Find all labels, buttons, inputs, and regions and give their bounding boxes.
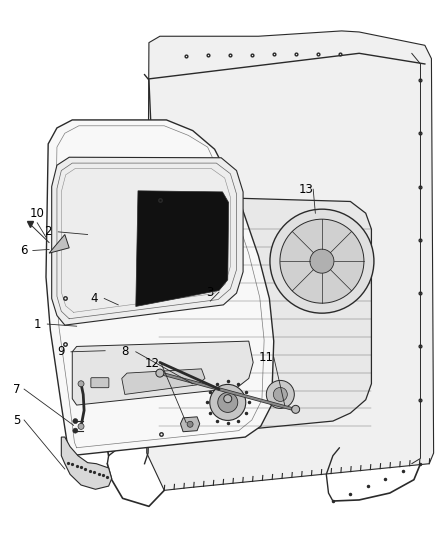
Text: 12: 12 xyxy=(145,357,160,370)
Circle shape xyxy=(292,405,300,414)
Polygon shape xyxy=(72,341,253,405)
Text: 2: 2 xyxy=(44,225,52,238)
Polygon shape xyxy=(158,196,371,437)
Circle shape xyxy=(73,428,78,433)
Polygon shape xyxy=(122,369,205,394)
Circle shape xyxy=(210,384,246,421)
Circle shape xyxy=(78,423,84,430)
Text: 1: 1 xyxy=(33,318,41,330)
Text: 13: 13 xyxy=(298,183,313,196)
Circle shape xyxy=(273,387,287,401)
Polygon shape xyxy=(180,417,200,432)
Text: 10: 10 xyxy=(30,207,45,220)
Text: 4: 4 xyxy=(90,292,98,305)
Circle shape xyxy=(224,394,232,403)
Circle shape xyxy=(78,381,84,387)
Polygon shape xyxy=(49,235,69,253)
Polygon shape xyxy=(61,437,112,489)
Polygon shape xyxy=(46,120,274,456)
Circle shape xyxy=(156,369,164,377)
Text: 9: 9 xyxy=(57,345,65,358)
Text: 11: 11 xyxy=(259,351,274,364)
Circle shape xyxy=(73,418,78,424)
Circle shape xyxy=(266,381,294,408)
Text: 6: 6 xyxy=(20,244,28,257)
Circle shape xyxy=(310,249,334,273)
Circle shape xyxy=(218,392,238,413)
Polygon shape xyxy=(52,157,243,325)
Circle shape xyxy=(187,421,193,427)
FancyBboxPatch shape xyxy=(91,378,109,387)
Text: 5: 5 xyxy=(13,414,20,426)
Circle shape xyxy=(270,209,374,313)
Circle shape xyxy=(280,219,364,303)
Polygon shape xyxy=(147,31,434,490)
Text: 3: 3 xyxy=(207,286,214,298)
Text: 7: 7 xyxy=(13,383,21,395)
Polygon shape xyxy=(136,191,229,306)
Text: 8: 8 xyxy=(121,345,128,358)
